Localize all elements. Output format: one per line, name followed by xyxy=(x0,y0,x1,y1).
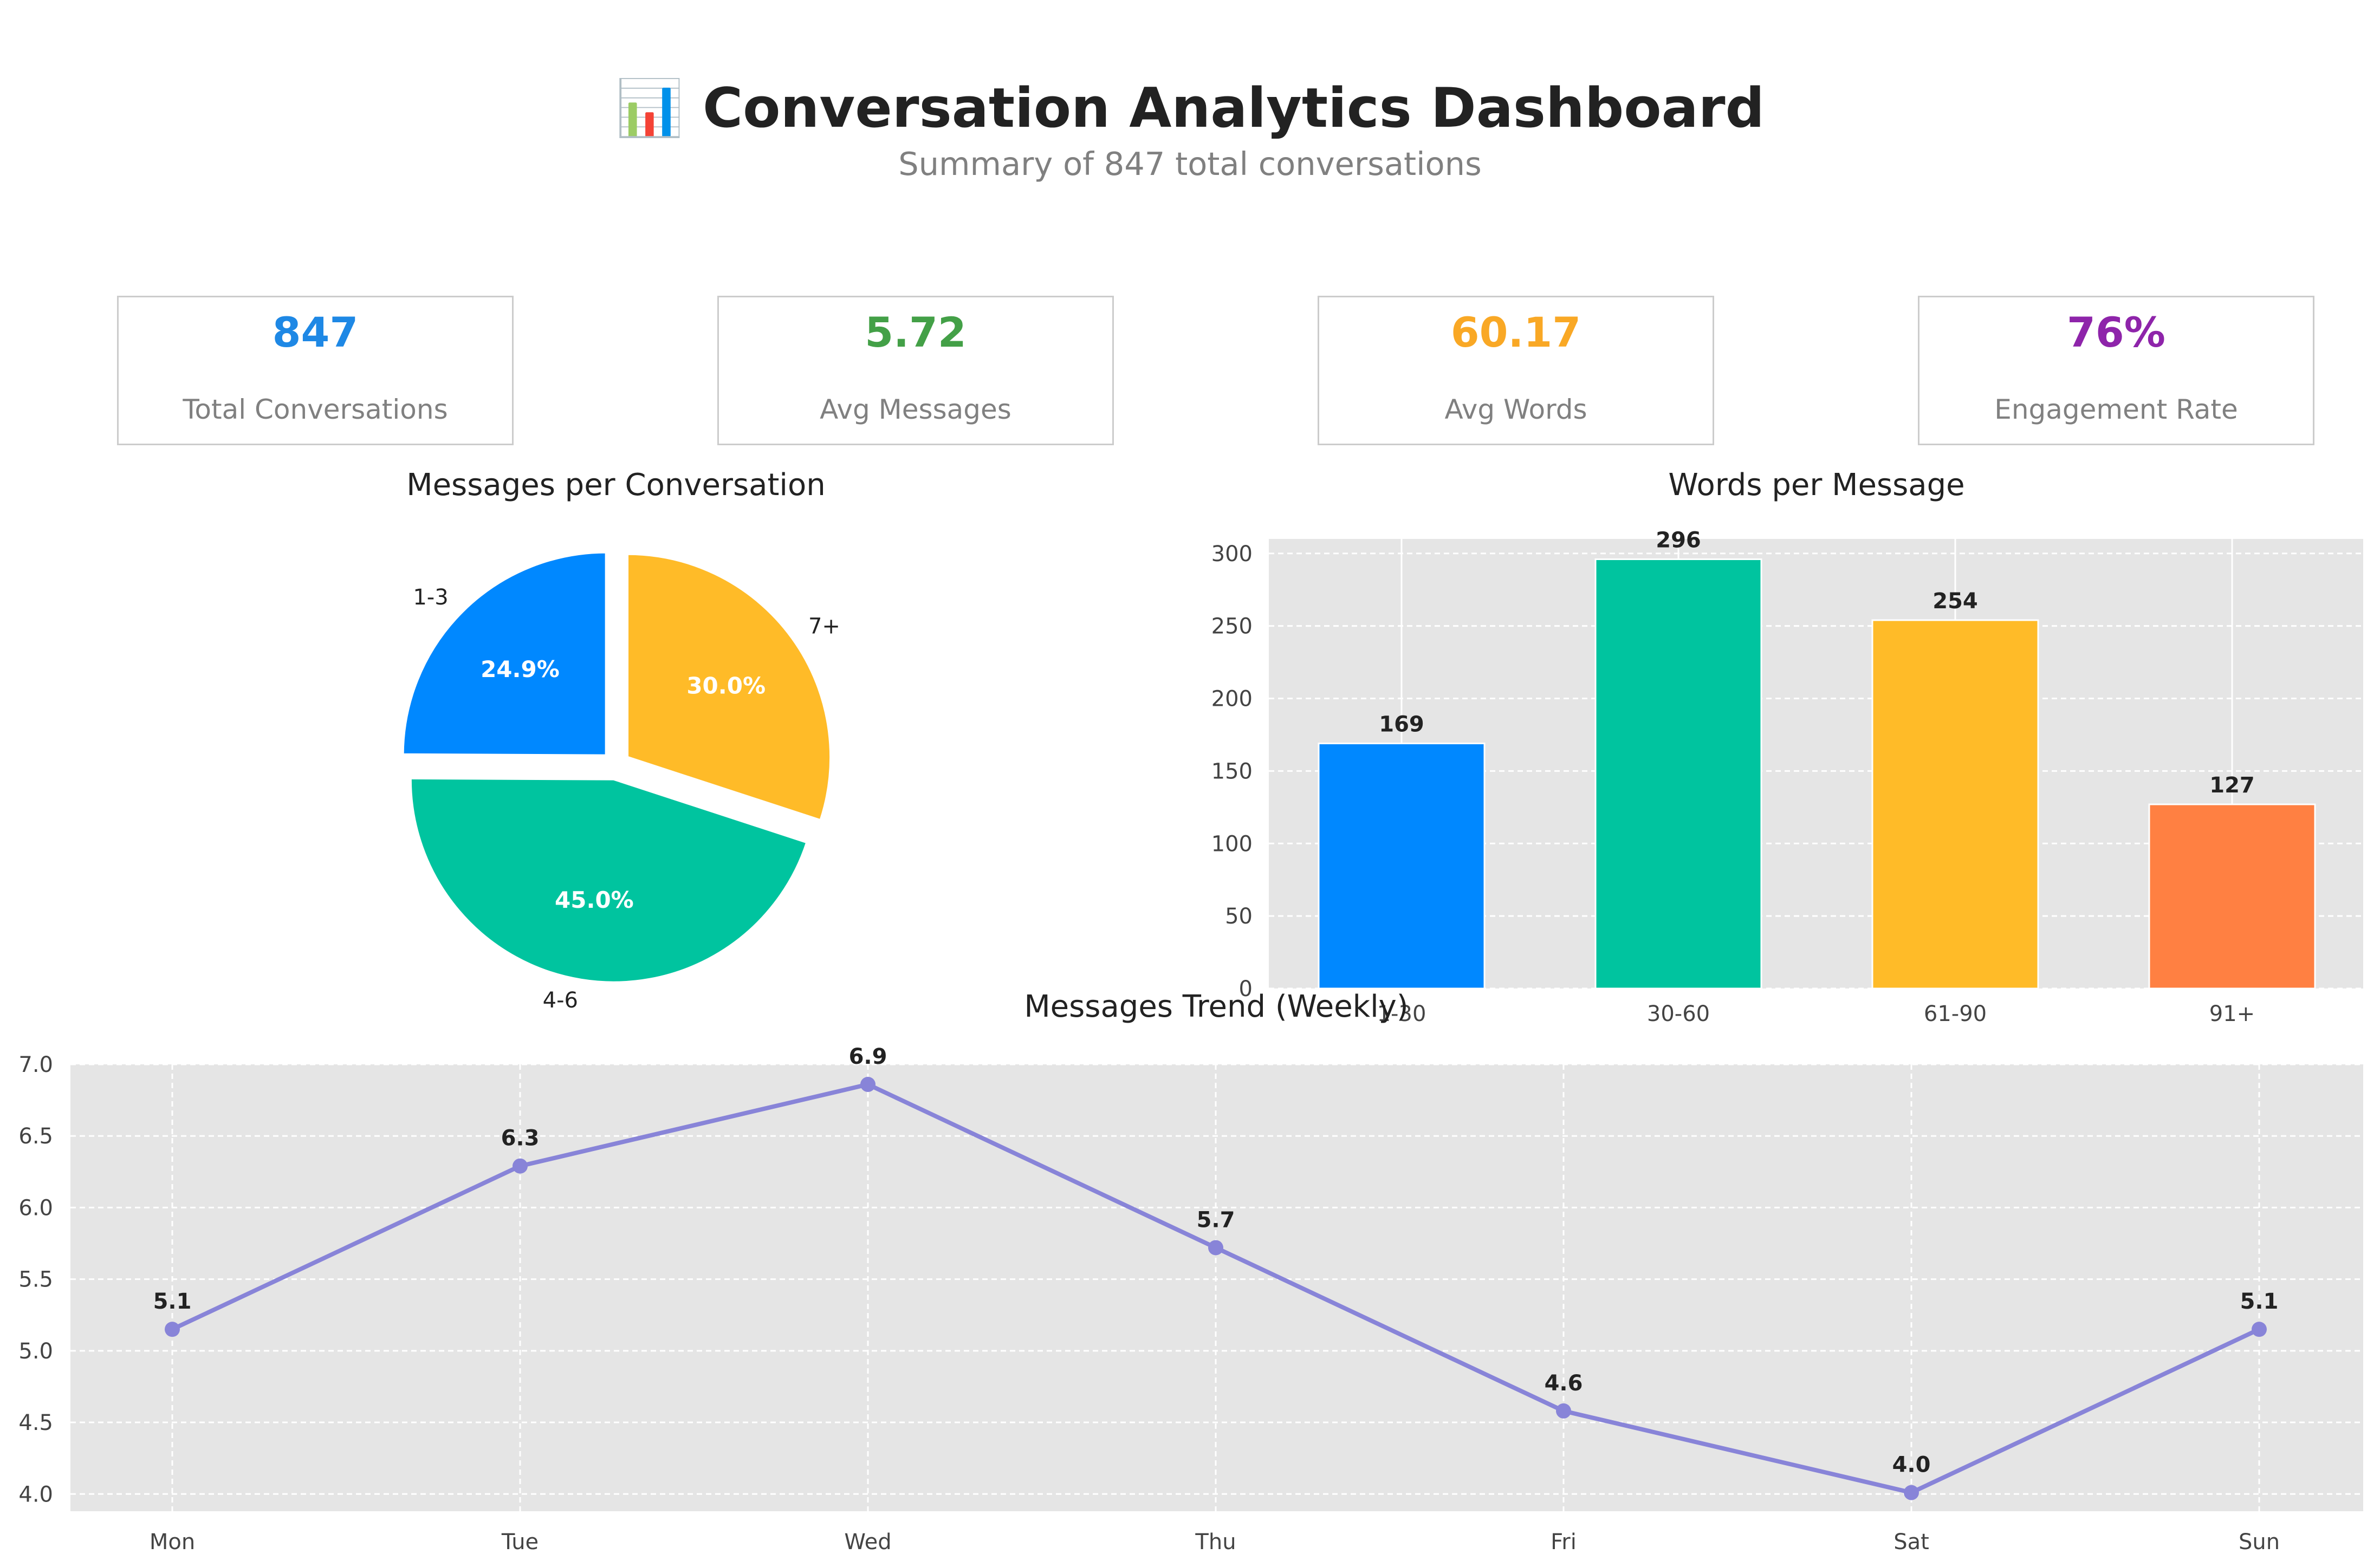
pie-category-label: 1-3 xyxy=(413,585,448,610)
line-value-label: 4.0 xyxy=(1892,1453,1931,1478)
pie-chart-title: Messages per Conversation xyxy=(406,467,825,503)
pie-slice-1-3 xyxy=(401,551,607,757)
pie-value-label: 45.0% xyxy=(555,887,634,913)
page-subtitle: Summary of 847 total conversations xyxy=(898,145,1482,183)
pie-category-label: 4-6 xyxy=(543,988,578,1013)
bar-1-30 xyxy=(1318,743,1486,990)
kpi-value: 5.72 xyxy=(865,308,967,356)
bar-30-60 xyxy=(1594,558,1762,990)
line-x-tick-label: Mon xyxy=(150,1530,195,1555)
line-y-tick-label: 5.5 xyxy=(18,1267,53,1292)
bar-category-label: 91+ xyxy=(2209,1002,2255,1026)
line-y-tick-label: 7.0 xyxy=(18,1052,53,1077)
page-title: 📊 Conversation Analytics Dashboard xyxy=(615,76,1765,140)
bar-91+ xyxy=(2148,803,2316,990)
line-value-label: 5.1 xyxy=(153,1289,192,1314)
line-y-tick-label: 4.5 xyxy=(18,1410,53,1435)
bar-y-tick-label: 300 xyxy=(1211,542,1253,567)
kpi-value: 847 xyxy=(272,308,359,356)
line-point-Fri xyxy=(1556,1403,1571,1419)
kpi-label: Total Conversations xyxy=(183,394,448,425)
bar-category-label: 61-90 xyxy=(1924,1002,1987,1026)
bar-value-label: 127 xyxy=(2209,773,2255,798)
bar-value-label: 254 xyxy=(1932,589,1978,614)
line-chart-title: Messages Trend (Weekly) xyxy=(1024,989,1408,1024)
pie-category-label: 7+ xyxy=(808,614,840,639)
line-chart-plot-area xyxy=(70,1064,2363,1511)
line-x-tick-label: Tue xyxy=(501,1530,539,1555)
line-point-Wed xyxy=(860,1077,876,1093)
bar-y-tick-label: 100 xyxy=(1211,831,1253,856)
line-point-Thu xyxy=(1208,1240,1223,1256)
bar-y-tick-label: 150 xyxy=(1211,759,1253,784)
bar-y-tick-label: 200 xyxy=(1211,687,1253,712)
bar-y-tick-label: 50 xyxy=(1225,904,1253,929)
kpi-card-avg-messages: 5.72 Avg Messages xyxy=(717,296,1114,445)
kpi-card-avg-words: 60.17 Avg Words xyxy=(1318,296,1714,445)
bar-value-label: 169 xyxy=(1379,712,1424,737)
bar-chart-title: Words per Message xyxy=(1668,467,1964,503)
bar-category-label: 1-30 xyxy=(1377,1002,1426,1026)
bar-category-label: 30-60 xyxy=(1647,1002,1710,1026)
line-y-tick-label: 5.0 xyxy=(18,1339,53,1364)
bar-chart: Words per Message 0 50 100 150 200 250 300 169… xyxy=(1211,467,2363,1026)
line-x-tick-label: Sun xyxy=(2239,1530,2280,1555)
kpi-value: 60.17 xyxy=(1450,308,1581,356)
line-y-tick-label: 4.0 xyxy=(18,1482,53,1507)
kpi-label: Avg Messages xyxy=(820,394,1011,425)
line-x-tick-label: Thu xyxy=(1195,1530,1236,1555)
bar-y-tick-label: 0 xyxy=(1239,977,1253,1002)
bar-value-label: 296 xyxy=(1656,528,1701,552)
line-x-tick-label: Fri xyxy=(1551,1530,1577,1555)
line-value-label: 5.7 xyxy=(1197,1207,1235,1232)
pie-chart: Messages per Conversation 24.9% 1-3 45.0% 4… xyxy=(401,467,840,1013)
kpi-card-total-conversations: 847 Total Conversations xyxy=(117,296,514,445)
pie-value-label: 24.9% xyxy=(481,656,560,682)
line-y-tick-label: 6.5 xyxy=(18,1124,53,1149)
line-chart: 4.0 4.5 5.0 5.5 6.0 6.5 7.0 Mon Tue Wed Thu Fri Sat S… xyxy=(18,989,2363,1555)
line-value-label: 6.9 xyxy=(849,1044,887,1069)
line-point-Sat xyxy=(1904,1485,1919,1500)
bar-y-tick-label: 250 xyxy=(1211,614,1253,639)
line-x-tick-label: Wed xyxy=(844,1530,891,1555)
pie-slice-7+ xyxy=(626,552,832,822)
bar-61-90 xyxy=(1871,619,2039,990)
kpi-value: 76% xyxy=(2067,308,2165,356)
line-point-Sun xyxy=(2252,1322,2267,1337)
kpi-label: Engagement Rate xyxy=(1994,394,2238,425)
line-value-label: 4.6 xyxy=(1545,1371,1583,1396)
line-value-label: 6.3 xyxy=(501,1126,540,1151)
pie-value-label: 30.0% xyxy=(686,673,766,699)
kpi-label: Avg Words xyxy=(1444,394,1587,425)
line-y-tick-label: 6.0 xyxy=(18,1195,53,1220)
pie-slice-4-6 xyxy=(409,777,808,984)
kpi-card-engagement-rate: 76% Engagement Rate xyxy=(1918,296,2314,445)
line-x-tick-label: Sat xyxy=(1893,1530,1929,1555)
line-value-label: 5.1 xyxy=(2240,1289,2279,1314)
line-point-Mon xyxy=(165,1322,180,1337)
line-point-Tue xyxy=(513,1158,528,1174)
